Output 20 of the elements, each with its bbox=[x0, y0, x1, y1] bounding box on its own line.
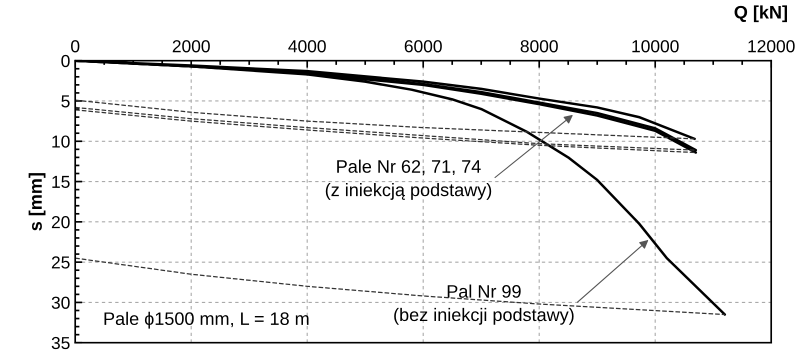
x-tick-label: 4000 bbox=[288, 40, 326, 52]
annotation: Pal Nr 99 (bez iniekcji podstawy) bbox=[394, 284, 574, 325]
x-tick-label: 10000 bbox=[632, 40, 679, 52]
y-tick-label: 0 bbox=[61, 54, 70, 68]
y-tick-label: 25 bbox=[52, 256, 70, 269]
x-tick-label: 12000 bbox=[748, 40, 795, 52]
y-tick-label: 20 bbox=[52, 216, 70, 228]
x-axis-title: Q [kN] bbox=[734, 5, 787, 22]
x-tick-label: 0 bbox=[71, 40, 80, 52]
y-tick-label: 30 bbox=[52, 296, 70, 309]
y-axis-title: s [mm] bbox=[28, 173, 46, 231]
x-tick-label: 6000 bbox=[404, 40, 442, 52]
x-tick-label: 2000 bbox=[172, 40, 210, 52]
x-tick-label: 8000 bbox=[520, 40, 558, 52]
annotation: Pale Nr 62, 71, 74 (z iniekcją podstawy) bbox=[326, 160, 492, 200]
y-tick-label: 15 bbox=[52, 176, 70, 188]
y-tick-label: 10 bbox=[52, 135, 70, 148]
y-tick-label: 5 bbox=[61, 95, 70, 108]
y-tick-label: 35 bbox=[52, 336, 70, 350]
annotation: Pale ϕ1500 mm, L = 18 m bbox=[104, 312, 308, 329]
